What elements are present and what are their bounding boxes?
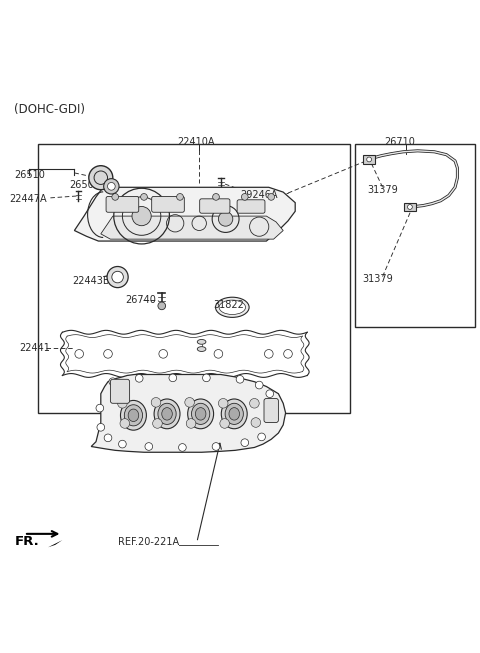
Polygon shape xyxy=(91,375,286,453)
Ellipse shape xyxy=(162,407,172,420)
Circle shape xyxy=(236,375,244,383)
Ellipse shape xyxy=(195,407,206,420)
Text: FR.: FR. xyxy=(14,535,39,548)
Circle shape xyxy=(241,439,249,447)
Text: 26510: 26510 xyxy=(14,170,45,180)
Text: 31822: 31822 xyxy=(214,300,244,310)
Circle shape xyxy=(109,378,117,385)
Circle shape xyxy=(270,400,277,407)
Circle shape xyxy=(367,157,372,162)
Circle shape xyxy=(158,302,166,310)
Circle shape xyxy=(408,204,412,210)
Ellipse shape xyxy=(120,400,146,430)
Ellipse shape xyxy=(197,347,206,351)
Circle shape xyxy=(141,193,147,200)
Text: REF.20-221A: REF.20-221A xyxy=(118,537,179,547)
Ellipse shape xyxy=(197,340,206,344)
Circle shape xyxy=(186,419,196,428)
Circle shape xyxy=(255,381,263,389)
FancyBboxPatch shape xyxy=(404,203,416,211)
Circle shape xyxy=(89,166,113,190)
Circle shape xyxy=(104,349,112,358)
Circle shape xyxy=(104,434,112,441)
FancyBboxPatch shape xyxy=(237,200,265,214)
Circle shape xyxy=(112,193,119,200)
Polygon shape xyxy=(101,216,283,239)
Ellipse shape xyxy=(128,409,139,422)
Circle shape xyxy=(218,398,228,408)
Text: 26740: 26740 xyxy=(125,295,156,305)
Text: (DOHC-GDI): (DOHC-GDI) xyxy=(14,103,85,116)
Ellipse shape xyxy=(188,399,214,429)
Ellipse shape xyxy=(225,404,243,424)
Circle shape xyxy=(118,398,127,408)
Circle shape xyxy=(159,349,168,358)
Polygon shape xyxy=(74,187,295,241)
Circle shape xyxy=(96,404,104,412)
Circle shape xyxy=(185,398,194,407)
Ellipse shape xyxy=(219,300,245,315)
Circle shape xyxy=(179,443,186,451)
Circle shape xyxy=(132,206,151,226)
Bar xyxy=(38,144,350,413)
Circle shape xyxy=(284,349,292,358)
Ellipse shape xyxy=(192,404,210,424)
Circle shape xyxy=(75,349,84,358)
Text: 31379: 31379 xyxy=(367,185,398,195)
Text: 31379: 31379 xyxy=(362,274,393,283)
Circle shape xyxy=(264,349,273,358)
Circle shape xyxy=(151,398,161,407)
Circle shape xyxy=(214,349,223,358)
Circle shape xyxy=(112,271,123,283)
FancyBboxPatch shape xyxy=(106,197,139,212)
Text: 22447A: 22447A xyxy=(10,195,47,204)
Circle shape xyxy=(97,423,105,431)
Circle shape xyxy=(212,443,220,451)
Text: 26710: 26710 xyxy=(384,136,415,147)
Text: 29246A: 29246A xyxy=(240,189,277,200)
Text: 22410A: 22410A xyxy=(178,136,215,147)
Circle shape xyxy=(107,266,128,287)
Circle shape xyxy=(145,443,153,451)
FancyBboxPatch shape xyxy=(200,199,230,214)
Ellipse shape xyxy=(216,297,249,317)
Circle shape xyxy=(135,375,143,382)
Text: 22441: 22441 xyxy=(19,343,50,353)
Circle shape xyxy=(169,374,177,382)
Bar xyxy=(355,144,475,326)
Circle shape xyxy=(153,419,162,428)
Circle shape xyxy=(104,179,119,194)
Polygon shape xyxy=(48,540,62,547)
Circle shape xyxy=(258,433,265,441)
Ellipse shape xyxy=(229,407,240,420)
Circle shape xyxy=(268,193,275,200)
Circle shape xyxy=(120,419,130,428)
Circle shape xyxy=(250,398,259,408)
Circle shape xyxy=(241,193,248,200)
FancyBboxPatch shape xyxy=(152,197,184,212)
Circle shape xyxy=(267,414,275,422)
FancyBboxPatch shape xyxy=(363,155,375,164)
Circle shape xyxy=(119,440,126,448)
Circle shape xyxy=(177,193,183,200)
Ellipse shape xyxy=(124,405,143,426)
Text: 22443B: 22443B xyxy=(72,276,109,286)
Circle shape xyxy=(251,418,261,427)
Text: 26502: 26502 xyxy=(70,180,101,190)
FancyBboxPatch shape xyxy=(264,398,278,422)
Ellipse shape xyxy=(221,399,247,429)
Circle shape xyxy=(218,212,233,226)
Circle shape xyxy=(266,390,274,398)
Circle shape xyxy=(220,419,229,428)
Circle shape xyxy=(213,193,219,200)
FancyBboxPatch shape xyxy=(110,379,130,404)
Circle shape xyxy=(203,374,210,382)
Ellipse shape xyxy=(158,404,176,424)
Ellipse shape xyxy=(154,399,180,429)
Circle shape xyxy=(108,182,115,190)
